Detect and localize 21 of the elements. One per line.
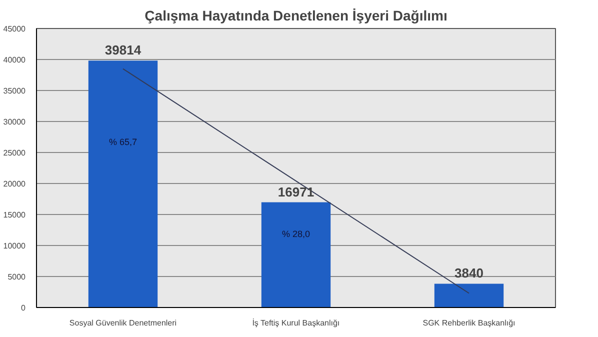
- bar: [261, 202, 331, 308]
- y-tick-label: 30000: [3, 118, 26, 126]
- bar: [434, 284, 504, 308]
- y-tick-label: 10000: [3, 242, 26, 250]
- data-label: 39814: [104, 42, 142, 58]
- y-tick-label: 25000: [3, 148, 26, 158]
- y-tick-label: 5000: [8, 272, 26, 282]
- y-tick-label: 0: [21, 304, 26, 312]
- y-tick-label: 15000: [3, 210, 26, 220]
- x-tick-label: İş Teftiş Kurul Başkanlığı: [252, 318, 340, 328]
- chart-title: Çalışma Hayatında Denetlenen İşyeri Dağılımı: [144, 8, 448, 24]
- y-tick-label: 40000: [3, 56, 26, 64]
- annotation: % 28,0: [282, 229, 310, 240]
- data-label: 16971: [278, 184, 314, 200]
- y-tick-label: 35000: [3, 86, 26, 96]
- annotation: % 65,7: [108, 137, 138, 148]
- x-tick-label: Sosyal Güvenlik Denetmenleri: [69, 318, 177, 328]
- x-tick-label: SGK Rehberlik Başkanlığı: [422, 318, 516, 328]
- y-tick-label: 45000: [3, 24, 26, 34]
- bar: [88, 60, 158, 308]
- y-tick-label: 20000: [3, 180, 26, 188]
